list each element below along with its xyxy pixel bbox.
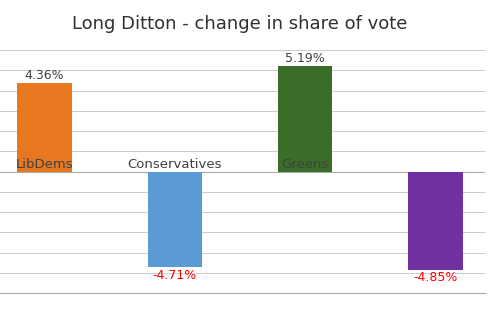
Text: Conservatives: Conservatives	[128, 158, 222, 171]
Text: 5.19%: 5.19%	[285, 52, 325, 65]
Text: -4.71%: -4.71%	[153, 268, 197, 281]
Text: Greens: Greens	[282, 158, 329, 171]
Text: 4.36%: 4.36%	[25, 69, 64, 82]
Bar	[18, 83, 72, 171]
Bar	[278, 67, 332, 171]
Text: UKIP: UKIP	[418, 158, 453, 171]
Bar	[148, 171, 202, 267]
Text: LibDems: LibDems	[16, 158, 74, 171]
Title: Long Ditton - change in share of vote: Long Ditton - change in share of vote	[72, 15, 407, 33]
Text: -4.85%: -4.85%	[413, 271, 458, 284]
Bar	[408, 171, 463, 270]
